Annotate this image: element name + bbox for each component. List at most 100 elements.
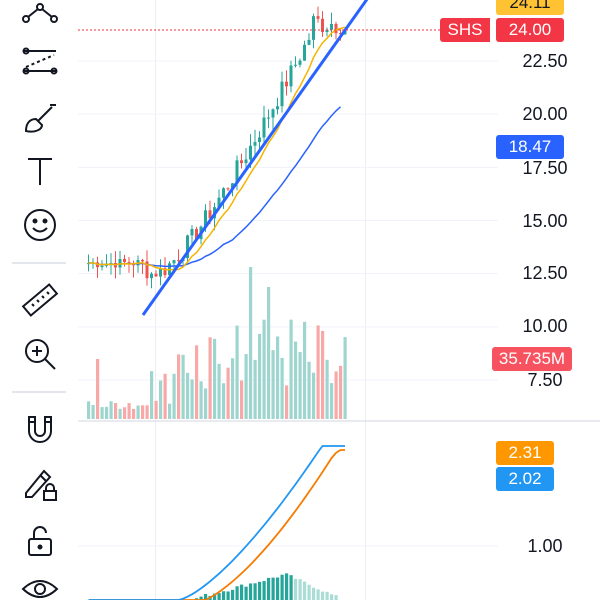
symbol-tag: SHS	[440, 18, 490, 42]
candle-body	[240, 160, 243, 164]
volume-bar	[114, 403, 118, 419]
price-axis-label: 17.50	[522, 158, 568, 178]
candle-body	[285, 81, 288, 87]
volume-bars	[87, 267, 347, 419]
volume-bar	[231, 358, 235, 419]
macd-value-tag: 2.31	[496, 441, 554, 465]
volume-bar	[271, 350, 275, 419]
volume-bar	[181, 354, 185, 419]
macd-histogram-bar	[253, 583, 257, 600]
macd-histogram-bar	[213, 593, 217, 600]
toolbar-separator	[12, 262, 66, 264]
ruler-tool-icon	[21, 283, 59, 317]
volume-bar	[235, 325, 239, 419]
volume-bar	[321, 330, 325, 419]
emoji-tool-icon	[24, 209, 56, 241]
moving-average-short-line	[88, 26, 346, 271]
macd-histogram-bar	[231, 589, 235, 600]
macd-histogram-bar	[235, 586, 239, 600]
candle-body	[307, 39, 311, 45]
lock-drawing-tool[interactable]	[12, 460, 68, 506]
eye-tool[interactable]	[12, 566, 68, 612]
candle-body	[150, 273, 153, 279]
pattern-tool[interactable]	[12, 0, 68, 32]
macd-histogram-bar	[217, 593, 221, 600]
macd-histogram-bar	[307, 584, 311, 600]
candle-body	[208, 210, 212, 219]
volume-bar	[334, 371, 338, 419]
macd-histogram-bar	[271, 577, 275, 600]
candle-body	[298, 60, 302, 65]
brush-tool[interactable]	[12, 94, 68, 140]
emoji-tool[interactable]	[12, 202, 68, 248]
price-axis-label: 12.50	[522, 263, 568, 283]
volume-bar	[258, 333, 262, 419]
macd-histogram-bar	[244, 586, 248, 600]
price-axis-label: 20.00	[522, 104, 568, 124]
volume-bar	[298, 352, 302, 419]
candle-body	[177, 260, 180, 262]
ruler-tool[interactable]	[12, 277, 68, 323]
volume-bar	[240, 380, 244, 419]
macd-histogram-bar	[289, 575, 293, 600]
volume-bar	[249, 267, 253, 419]
candle-body	[204, 210, 207, 227]
chart-area[interactable]: 22.50 20.00 17.50 15.00 12.50 10.00 7.50…	[78, 0, 600, 600]
candle-body	[127, 262, 131, 264]
volume-bar	[141, 405, 145, 419]
volume-bar	[177, 354, 181, 419]
volume-bar	[168, 403, 172, 419]
moving-average-long-line	[88, 106, 342, 268]
volume-bar	[226, 367, 230, 419]
drawing-toolbar	[0, 0, 78, 600]
macd-histogram-bar	[267, 577, 271, 600]
unlock-tool[interactable]	[12, 518, 68, 564]
macd-histogram-bar	[222, 591, 226, 600]
price-axis-label: 22.50	[522, 51, 568, 71]
toolbar-separator	[12, 391, 66, 393]
trendline[interactable]	[141, 0, 370, 316]
volume-bar	[294, 341, 298, 419]
macd-histogram-bar	[298, 579, 302, 600]
macd-histogram-bar	[280, 574, 284, 600]
volume-bar	[285, 385, 289, 419]
signal-value-tag: 2.02	[496, 467, 554, 491]
volume-bar	[127, 403, 131, 419]
volume-bar	[100, 407, 104, 419]
candle-body	[172, 260, 176, 264]
volume-bar	[96, 359, 100, 419]
volume-bar	[343, 337, 347, 419]
volume-bar	[267, 287, 271, 419]
candle-body	[276, 106, 279, 110]
macd-histogram-bar	[330, 594, 334, 600]
volume-bar	[109, 401, 113, 419]
volume-bar	[316, 325, 320, 419]
volume-bar	[280, 357, 284, 419]
volume-bar	[253, 359, 257, 419]
candle-body	[159, 268, 162, 277]
zoom-in-tool[interactable]	[12, 331, 68, 377]
candle-body	[325, 29, 329, 33]
candle-body	[226, 188, 230, 190]
candle-body	[141, 260, 144, 262]
candle-body	[249, 145, 252, 160]
candle-body	[217, 197, 221, 208]
text-tool[interactable]	[12, 148, 68, 194]
volume-bar	[199, 381, 203, 419]
volume-bar	[154, 400, 158, 419]
parallel-lines-tool[interactable]	[12, 38, 68, 84]
macd-histogram-bar	[204, 593, 208, 600]
volume-bar	[330, 383, 334, 419]
indicator-axis-label: 1.00	[527, 536, 563, 556]
price-chart-canvas[interactable]	[78, 0, 600, 600]
magnet-tool[interactable]	[12, 406, 68, 452]
macd-histogram-bar	[316, 589, 320, 600]
eye-tool-icon	[21, 580, 59, 598]
macd-histogram-bar	[334, 595, 338, 600]
volume-bar	[136, 405, 140, 419]
macd-histogram-bar	[285, 573, 289, 600]
volume-bar	[276, 336, 280, 419]
volume-bar	[217, 363, 221, 419]
macd-line	[88, 449, 345, 600]
volume-bar	[159, 380, 163, 419]
